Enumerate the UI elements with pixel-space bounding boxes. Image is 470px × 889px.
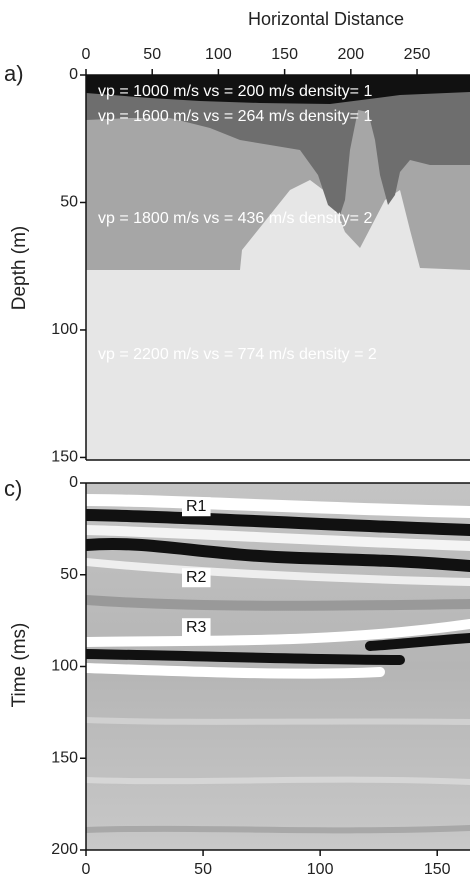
y-tick-label: 100 [51,321,78,338]
x-tick-label: 150 [424,861,451,878]
annotation: R2 [186,569,207,586]
label-box [182,618,211,638]
x-tick-label: 50 [194,861,212,878]
x-tick-label: 0 [82,861,91,878]
panel-label: c) [4,476,22,501]
x-tick-label: 200 [337,46,364,63]
y-axis-label: Time (ms) [9,623,30,708]
x-tick-label: 250 [404,46,431,63]
annotation: vp = 1600 m/s vs = 264 m/s density= 1 [98,108,372,125]
x-tick-label: 150 [271,46,298,63]
x-tick-label: 100 [205,46,232,63]
y-tick-label: 150 [51,449,78,466]
x-tick-label: 50 [143,46,161,63]
label-box [182,497,211,517]
y-tick-label: 150 [51,749,78,766]
y-axis-label: Depth (m) [9,226,30,310]
panel-label: a) [4,61,24,86]
y-tick-label: 200 [51,841,78,858]
y-tick-label: 100 [51,658,78,675]
y-tick-label: 0 [69,66,78,83]
y-tick-label: 50 [60,194,78,211]
annotation: R1 [186,498,207,515]
annotation: vp = 1800 m/s vs = 436 m/s density= 2 [98,210,372,227]
x-tick-label: 100 [307,861,334,878]
x-tick-label: 0 [82,46,91,63]
annotation: vp = 1000 m/s vs = 200 m/s density= 1 [98,83,372,100]
annotation: R3 [186,619,207,636]
annotation: vp = 2200 m/s vs = 774 m/s density = 2 [98,346,377,363]
y-tick-label: 0 [69,474,78,491]
axis-title: Horizontal Distance [248,9,404,29]
y-tick-label: 50 [60,566,78,583]
velocity-model [86,75,470,460]
seismic-section [86,483,470,850]
label-box [182,568,211,588]
